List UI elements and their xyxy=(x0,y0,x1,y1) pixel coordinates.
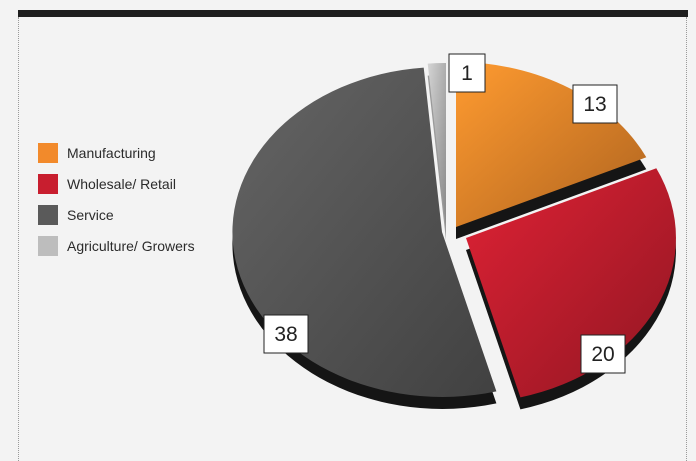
legend-swatch xyxy=(38,143,58,163)
top-rule xyxy=(18,10,688,17)
legend-swatch xyxy=(38,205,58,225)
legend-item-wholesale-retail: Wholesale/ Retail xyxy=(38,174,195,194)
legend-label: Manufacturing xyxy=(67,145,156,161)
legend-label: Agriculture/ Growers xyxy=(67,238,195,254)
data-label: 20 xyxy=(591,343,614,366)
data-label: 38 xyxy=(274,323,297,346)
legend-label: Wholesale/ Retail xyxy=(67,176,176,192)
legend-swatch xyxy=(38,174,58,194)
legend-item-manufacturing: Manufacturing xyxy=(38,143,195,163)
legend-label: Service xyxy=(67,207,114,223)
pie-slice-agriculture-growers xyxy=(427,62,446,228)
dotted-border-right xyxy=(686,17,687,461)
data-label: 13 xyxy=(583,93,606,116)
data-label-box: 20 xyxy=(580,334,626,374)
legend: Manufacturing Wholesale/ Retail Service … xyxy=(38,143,195,267)
dotted-border-left xyxy=(18,17,19,461)
data-label: 1 xyxy=(461,62,473,85)
pie-slice-manufacturing xyxy=(456,62,647,227)
data-label-box: 13 xyxy=(572,84,618,124)
legend-item-agriculture-growers: Agriculture/ Growers xyxy=(38,236,195,256)
data-label-box: 38 xyxy=(263,314,309,354)
data-label-box: 1 xyxy=(448,53,486,93)
legend-item-service: Service xyxy=(38,205,195,225)
legend-swatch xyxy=(38,236,58,256)
